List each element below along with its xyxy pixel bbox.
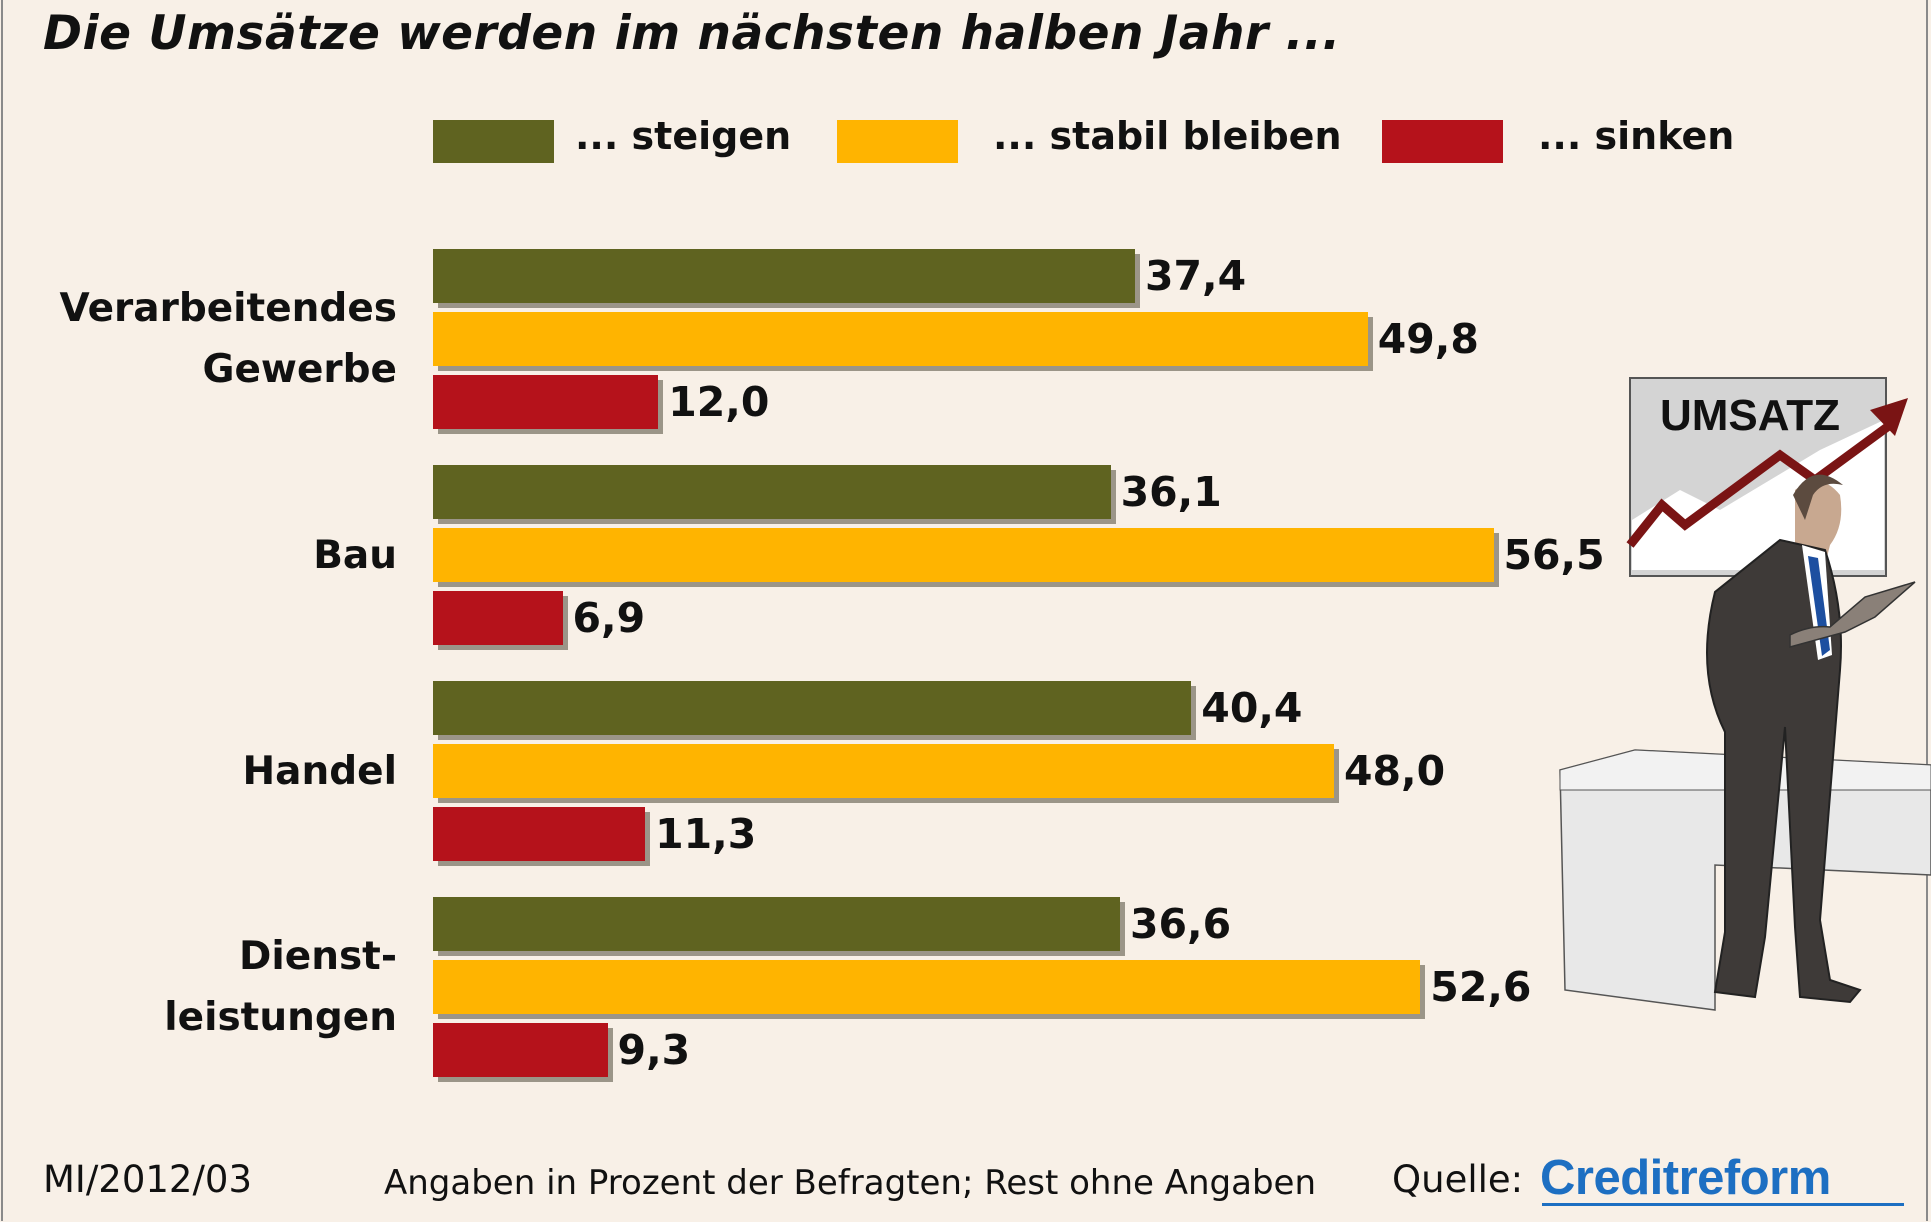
category-label-line: Verarbeitendes — [59, 286, 397, 331]
chart-title: Die Umsätze werden im nächsten halben Ja… — [43, 6, 1341, 61]
data-label: 6,9 — [572, 594, 646, 642]
bar — [433, 897, 1120, 951]
category-label: Bau — [313, 525, 397, 586]
category-label: Handel — [243, 741, 397, 802]
data-label: 11,3 — [655, 810, 757, 858]
footer-note: Angaben in Prozent der Befragten; Rest o… — [384, 1163, 1316, 1203]
legend-label-sinken: ... sinken — [1538, 114, 1735, 158]
data-label: 37,4 — [1144, 252, 1247, 300]
bar — [433, 1023, 608, 1077]
data-label: 49,8 — [1377, 315, 1479, 363]
sign-text: UMSATZ — [1660, 391, 1840, 440]
trend-arrow-icon — [1626, 421, 1893, 548]
bar — [433, 591, 563, 645]
category-label: Dienst-leistungen — [164, 926, 397, 1048]
legend-swatch-stabil — [837, 120, 958, 163]
legend-swatch-sinken — [1382, 120, 1503, 163]
data-label: 12,0 — [668, 378, 770, 426]
bar — [433, 681, 1192, 735]
data-label: 48,0 — [1343, 747, 1446, 795]
source-label: Quelle: — [1392, 1158, 1524, 1201]
businessman-illustration: UMSATZ — [1540, 370, 1931, 1034]
legend-label-stabil: ... stabil bleiben — [993, 114, 1342, 158]
bar — [433, 807, 646, 861]
data-label: 56,5 — [1503, 531, 1605, 579]
bar — [433, 960, 1421, 1014]
category-label-line: Handel — [242, 748, 397, 794]
data-label: 52,6 — [1430, 963, 1532, 1011]
bar — [433, 375, 659, 429]
data-label: 9,3 — [617, 1026, 691, 1074]
logo-underline — [1542, 1203, 1904, 1206]
data-label: 40,4 — [1201, 684, 1303, 732]
category-label: Verarbeitendes Gewerbe — [60, 278, 397, 400]
bar — [433, 249, 1135, 303]
bar — [433, 312, 1368, 366]
category-label-line: Bau — [313, 532, 397, 578]
bar — [433, 744, 1334, 798]
category-label-line: Gewerbe — [202, 347, 397, 392]
legend-swatch-steigen — [433, 120, 554, 163]
data-label: 36,1 — [1120, 468, 1222, 516]
data-label: 36,6 — [1129, 900, 1232, 948]
category-label-line: leistungen — [164, 995, 397, 1040]
bar — [433, 465, 1111, 519]
category-label-line: Dienst- — [239, 934, 397, 979]
creditreform-logo: Creditreform — [1540, 1151, 1831, 1205]
legend-label-steigen: ... steigen — [575, 114, 792, 158]
footer-code: MI/2012/03 — [43, 1158, 253, 1201]
bar — [433, 528, 1494, 582]
